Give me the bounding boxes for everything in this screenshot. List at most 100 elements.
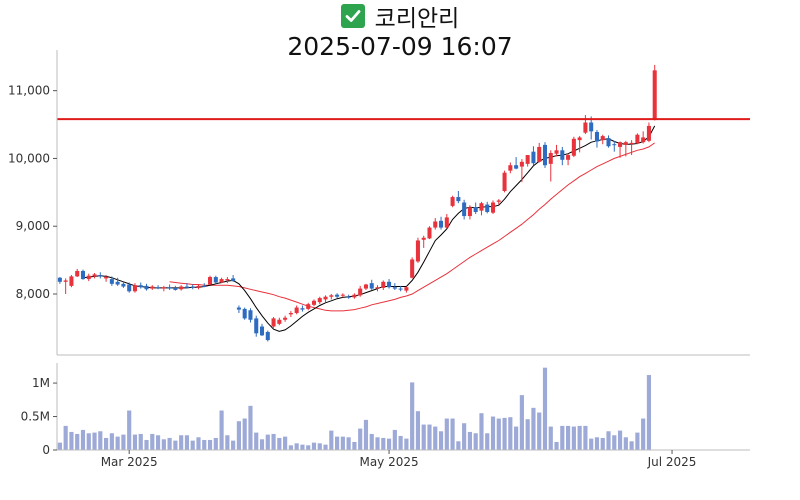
candle-body <box>150 286 155 289</box>
volume-bar <box>606 431 611 450</box>
volume-bar <box>317 443 322 450</box>
candle-body <box>335 294 340 297</box>
candle-body <box>508 165 513 171</box>
volume-bar <box>104 437 109 450</box>
volume-bar <box>479 413 484 450</box>
candlestick <box>473 202 478 215</box>
candlestick <box>323 295 328 303</box>
candlestick <box>456 190 461 204</box>
volume-bar <box>438 431 444 450</box>
candlestick <box>202 283 207 288</box>
candle-body <box>69 276 74 286</box>
candle-body <box>225 279 230 281</box>
volume-bar <box>467 431 472 450</box>
candlestick <box>519 159 524 183</box>
volume-bar <box>450 418 455 450</box>
volume-bar <box>358 428 363 450</box>
candle-body <box>473 207 478 212</box>
candlestick <box>109 276 114 286</box>
volume-bar <box>537 412 542 450</box>
candle-body <box>115 281 120 285</box>
candle-body <box>612 144 617 146</box>
chart-title-row: 코리안리 <box>0 2 800 32</box>
candlestick <box>92 272 97 279</box>
candlestick <box>444 214 449 229</box>
chart-title: 코리안리 <box>374 6 460 32</box>
candlestick <box>496 199 501 205</box>
candle-body <box>589 122 594 132</box>
candlestick <box>560 146 565 166</box>
candle-body <box>57 277 62 282</box>
candlestick <box>306 302 311 311</box>
volume-bar <box>144 439 149 450</box>
candlestick <box>629 140 634 156</box>
candlestick <box>589 116 594 140</box>
candle-body <box>404 287 409 291</box>
candle-body <box>427 227 432 239</box>
candle-body <box>294 307 299 313</box>
candle-body <box>277 319 282 324</box>
candle-body <box>323 296 328 300</box>
volume-panel <box>57 367 652 450</box>
volume-bar <box>132 434 138 450</box>
ma-short-line <box>82 125 656 332</box>
candlestick <box>294 305 299 315</box>
candle-body <box>138 285 143 288</box>
candle-body <box>537 146 542 162</box>
volume-bar <box>571 426 576 450</box>
volume-bar <box>329 430 334 450</box>
candlestick <box>121 281 126 288</box>
candlestick <box>80 269 86 280</box>
volume-bar <box>398 435 403 450</box>
x-tick-label: Mar 2025 <box>101 455 158 469</box>
candle-body <box>629 142 634 145</box>
candle-body <box>208 277 213 285</box>
candlestick <box>363 283 368 290</box>
volume-bar <box>225 435 230 450</box>
candle-body <box>594 132 599 142</box>
volume-bar <box>109 433 114 450</box>
volume-bar <box>98 431 103 450</box>
candlestick <box>69 275 74 288</box>
candlestick <box>179 285 184 291</box>
candlestick <box>439 216 444 230</box>
axes: 8,000 9,000 10,000 11,000 0 0.5M 1M Mar 2025 May… <box>8 50 750 469</box>
volume-bar <box>502 417 507 450</box>
candlestick <box>490 200 496 215</box>
candlestick <box>335 293 340 299</box>
candle-body <box>352 294 357 298</box>
volume-bar <box>496 418 501 450</box>
volume-bar <box>92 432 97 450</box>
candle-body <box>236 307 241 310</box>
candle-body <box>462 202 467 217</box>
candlestick <box>346 294 351 299</box>
candle-body <box>248 310 253 320</box>
candlestick <box>242 307 247 320</box>
volume-bar <box>566 425 571 450</box>
volume-bar <box>456 441 461 450</box>
candlestick <box>566 153 571 166</box>
candlestick <box>98 272 103 279</box>
candlestick <box>548 150 553 182</box>
candlestick <box>421 235 426 248</box>
volume-bar <box>300 444 305 450</box>
volume-bar <box>514 426 519 450</box>
candle-body <box>329 295 334 297</box>
candle-body <box>219 279 224 283</box>
candle-body <box>525 155 530 164</box>
candle-body <box>109 279 114 284</box>
candlestick <box>433 218 438 230</box>
volume-bar <box>415 411 421 450</box>
candle-body <box>98 275 103 277</box>
volume-bar <box>462 423 467 450</box>
volume-y-tick-label: 0.5M <box>21 410 50 424</box>
candle-body <box>358 288 363 296</box>
volume-bar <box>548 426 553 450</box>
candle-body <box>346 296 351 298</box>
price-y-tick-label: 9,000 <box>16 219 50 233</box>
candle-body <box>104 277 109 279</box>
candle-body <box>179 286 184 290</box>
volume-bar <box>294 443 299 450</box>
candlestick <box>277 317 282 326</box>
candle-body <box>623 142 628 145</box>
